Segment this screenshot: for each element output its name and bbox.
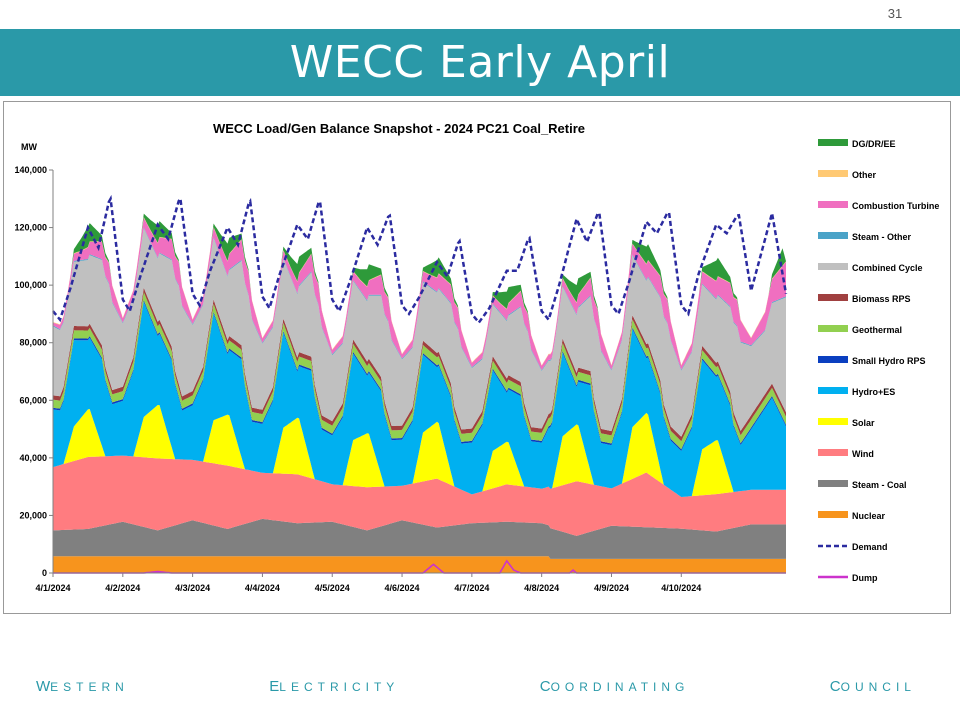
legend-item: Small Hydro RPS — [818, 356, 926, 366]
legend-item: Combined Cycle — [818, 263, 923, 273]
footer-word: COORDINATING — [539, 678, 690, 695]
legend-swatch — [818, 387, 848, 394]
x-tick-label: 4/8/2024 — [524, 583, 559, 593]
area-hydro-es — [53, 301, 786, 497]
chart-frame: WECC Load/Gen Balance Snapshot - 2024 PC… — [3, 101, 951, 614]
legend-swatch — [818, 139, 848, 146]
line-demand — [52, 194, 788, 325]
legend-swatch — [818, 232, 848, 239]
area-nuclear — [53, 556, 786, 573]
legend-swatch — [818, 449, 848, 456]
x-tick-label: 4/6/2024 — [385, 583, 420, 593]
legend-item: DG/DR/EE — [818, 139, 896, 149]
legend-swatch — [818, 170, 848, 177]
legend-label: Dump — [852, 573, 878, 583]
legend-label: Steam - Coal — [852, 480, 907, 490]
y-tick-label: 0 — [42, 568, 47, 578]
area-small-hydro-rps — [53, 300, 786, 451]
y-tick-label: 120,000 — [14, 223, 47, 233]
legend-label: Nuclear — [852, 511, 886, 521]
legend-label: Wind — [852, 449, 874, 459]
page-number: 31 — [887, 6, 903, 21]
x-tick-label: 4/4/2024 — [245, 583, 280, 593]
legend-item: Biomass RPS — [818, 294, 911, 304]
legend-swatch — [818, 325, 848, 332]
legend-swatch — [818, 294, 848, 301]
legend-item: Wind — [818, 449, 874, 459]
legend-label: Geothermal — [852, 325, 902, 335]
legend-swatch — [818, 480, 848, 487]
legend: DG/DR/EE Other Combustion Turbine Steam - O… — [818, 139, 939, 583]
legend-item: Solar — [818, 418, 875, 428]
legend-label: Demand — [852, 542, 888, 552]
y-tick-label: 80,000 — [19, 338, 47, 348]
x-tick-label: 4/9/2024 — [594, 583, 629, 593]
x-tick-label: 4/7/2024 — [454, 583, 489, 593]
x-tick-label: 4/3/2024 — [175, 583, 210, 593]
legend-label: Combustion Turbine — [852, 201, 939, 211]
legend-label: Small Hydro RPS — [852, 356, 926, 366]
legend-label: DG/DR/EE — [852, 139, 896, 149]
footer-word: COUNCIL — [829, 678, 916, 695]
legend-label: Hydro+ES — [852, 387, 895, 397]
x-tick-label: 4/10/2024 — [661, 583, 701, 593]
footer: WESTERN ELECTRICITY COORDINATING COUNCIL — [36, 678, 916, 695]
x-ticks: 4/1/2024 4/2/2024 4/3/2024 4/4/2024 4/5/2024… — [35, 573, 701, 593]
legend-item: Other — [818, 170, 877, 180]
chart: WECC Load/Gen Balance Snapshot - 2024 PC… — [14, 121, 939, 593]
area-combined-cycle — [53, 228, 786, 437]
axes — [52, 170, 786, 574]
y-ticks: 0 20,000 40,000 60,000 80,000 100,000 120,000 1… — [14, 165, 53, 578]
footer-word: WESTERN — [36, 678, 129, 695]
y-tick-label: 20,000 — [19, 510, 47, 520]
legend-item: Hydro+ES — [818, 387, 895, 397]
legend-swatch — [818, 201, 848, 208]
y-tick-label: 60,000 — [19, 395, 47, 405]
legend-item: Combustion Turbine — [818, 201, 939, 211]
legend-label: Biomass RPS — [852, 294, 911, 304]
x-tick-label: 4/5/2024 — [315, 583, 350, 593]
chart-title: WECC Load/Gen Balance Snapshot - 2024 PC… — [213, 121, 585, 136]
legend-label: Steam - Other — [852, 232, 912, 242]
legend-label: Solar — [852, 418, 875, 428]
legend-swatch — [818, 418, 848, 425]
y-tick-label: 100,000 — [14, 280, 47, 290]
x-tick-label: 4/2/2024 — [105, 583, 140, 593]
area-geothermal — [53, 292, 786, 450]
area-combustion-turbine — [53, 217, 786, 371]
legend-label: Combined Cycle — [852, 263, 923, 273]
x-tick-label: 4/1/2024 — [35, 583, 70, 593]
legend-item: Geothermal — [818, 325, 902, 335]
legend-item: Steam - Other — [818, 232, 912, 242]
title-band: WECC Early April — [0, 29, 960, 96]
legend-item: Steam - Coal — [818, 480, 907, 490]
y-tick-label: 40,000 — [19, 453, 47, 463]
y-tick-label: 140,000 — [14, 165, 47, 175]
legend-label: Other — [852, 170, 877, 180]
area-steam-coal — [53, 518, 786, 559]
stacked-areas — [53, 213, 786, 573]
area-solar — [53, 405, 786, 497]
legend-item: Demand — [818, 542, 888, 552]
legend-item: Nuclear — [818, 511, 886, 521]
footer-word: ELECTRICITY — [269, 678, 400, 695]
slide-title: WECC Early April — [289, 37, 671, 88]
legend-swatch — [818, 263, 848, 270]
legend-swatch — [818, 356, 848, 363]
legend-item: Dump — [818, 573, 878, 583]
y-axis-label: MW — [21, 142, 37, 152]
area-biomass-rps — [53, 287, 786, 442]
legend-swatch — [818, 511, 848, 518]
area-wind — [53, 455, 786, 536]
